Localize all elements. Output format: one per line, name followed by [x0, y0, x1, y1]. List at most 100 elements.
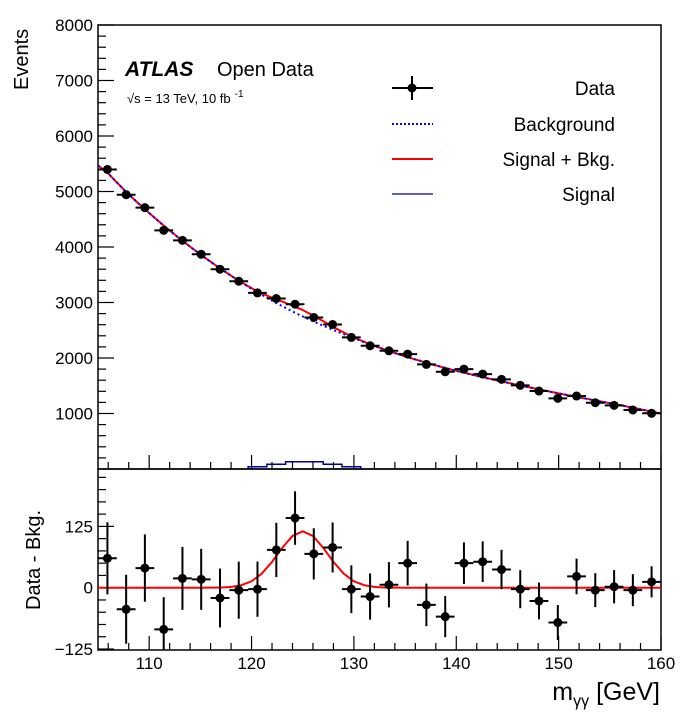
data-point: [454, 364, 474, 374]
data-marker: [478, 369, 488, 379]
y-tick-label-upper: 5000: [55, 183, 93, 202]
residual-point: [398, 540, 418, 586]
legend-entry: Signal + Bkg.: [392, 150, 615, 171]
data-point: [529, 386, 549, 396]
data-point: [398, 349, 418, 359]
data-marker: [572, 391, 582, 401]
energy-lumi-label: √s = 13 TeV, 10 fb -1: [127, 89, 244, 106]
lower-panel-frame: [97, 468, 662, 651]
upper-y-axis-title: Events: [11, 29, 33, 90]
data-marker: [440, 367, 450, 377]
residual-marker: [403, 558, 413, 568]
y-tick-label-upper: 7000: [55, 72, 93, 91]
open-data-label: Open Data: [217, 59, 315, 81]
residual-marker: [515, 584, 525, 594]
y-tick-label-upper: 3000: [55, 294, 93, 313]
data-point: [210, 264, 230, 274]
y-tick-label-lower: 125: [65, 517, 93, 536]
data-point: [173, 235, 192, 245]
residual-point: [417, 583, 436, 627]
data-marker: [590, 398, 600, 408]
x-axis-subscript: γγ: [573, 693, 589, 710]
y-tick-label-upper: 2000: [55, 349, 93, 368]
residual-point: [341, 565, 361, 614]
residual-marker: [234, 585, 244, 595]
data-marker: [609, 400, 619, 410]
data-point: [379, 346, 399, 356]
residual-point: [492, 549, 511, 590]
residual-marker: [252, 584, 262, 594]
x-tick-label: 110: [136, 654, 163, 673]
data-point: [154, 225, 174, 235]
data-point: [248, 288, 267, 298]
x-tick-label: 120: [237, 654, 265, 673]
y-tick-label-upper: 1000: [55, 405, 93, 424]
data-marker: [647, 408, 657, 418]
signal-curve-residual: [98, 530, 661, 589]
residual-marker: [609, 582, 619, 592]
legend-entry: Signal: [392, 185, 615, 206]
residual-marker: [628, 585, 638, 595]
data-point: [585, 398, 605, 408]
legend-label: Data: [575, 79, 616, 100]
data-marker: [346, 332, 356, 342]
residual-point: [623, 574, 643, 607]
data-marker: [121, 190, 131, 200]
residual-point: [473, 541, 493, 583]
data-point: [473, 369, 493, 379]
data-marker: [290, 299, 300, 309]
data-point: [360, 341, 380, 351]
signal-histogram: [247, 461, 362, 469]
residual-point: [266, 522, 286, 578]
residual-point: [285, 491, 305, 545]
residual-marker: [384, 580, 394, 590]
residual-point: [135, 534, 155, 602]
legend-data-marker: [407, 83, 417, 93]
residual-marker: [572, 571, 582, 581]
residual-point: [191, 548, 211, 610]
data-marker: [196, 249, 206, 259]
data-point: [191, 249, 211, 259]
legend-label: Signal: [562, 185, 615, 206]
data-marker: [497, 374, 507, 384]
x-axis-unit: [GeV]: [596, 678, 660, 706]
data-point: [604, 400, 624, 410]
data-marker: [534, 386, 544, 396]
residual-marker: [177, 573, 187, 583]
lower-y-axis-title: Data - Bkg.: [23, 510, 45, 610]
residual-point: [98, 522, 117, 595]
data-point: [135, 203, 155, 213]
data-marker: [309, 312, 319, 322]
residual-marker: [309, 549, 319, 559]
data-marker: [328, 319, 338, 329]
residual-point: [529, 582, 549, 620]
residual-point: [379, 562, 399, 608]
data-marker: [252, 288, 262, 298]
data-marker: [628, 405, 638, 415]
residual-marker: [590, 585, 600, 595]
residual-point: [510, 570, 530, 609]
x-axis-symbol: m: [552, 678, 573, 706]
x-tick-label: 130: [340, 654, 368, 673]
residual-marker: [290, 513, 300, 523]
residual-marker: [421, 600, 431, 610]
residual-point: [248, 561, 267, 617]
data-point: [323, 319, 342, 329]
axis-ticks: [98, 24, 662, 650]
legend-label: Background: [514, 115, 615, 136]
residual-marker: [346, 584, 356, 594]
residual-marker: [215, 593, 225, 603]
data-marker: [234, 276, 244, 286]
residual-point: [604, 570, 624, 604]
data-point: [510, 380, 530, 390]
residual-marker: [497, 565, 507, 575]
data-marker: [421, 359, 431, 369]
residual-marker: [102, 553, 112, 563]
residual-point: [360, 573, 380, 620]
residual-marker: [271, 545, 281, 555]
legend: Data Background Signal + Bkg. Signal: [392, 76, 615, 206]
residual-marker: [196, 574, 206, 584]
residual-marker: [647, 577, 657, 587]
residual-point: [210, 568, 230, 628]
